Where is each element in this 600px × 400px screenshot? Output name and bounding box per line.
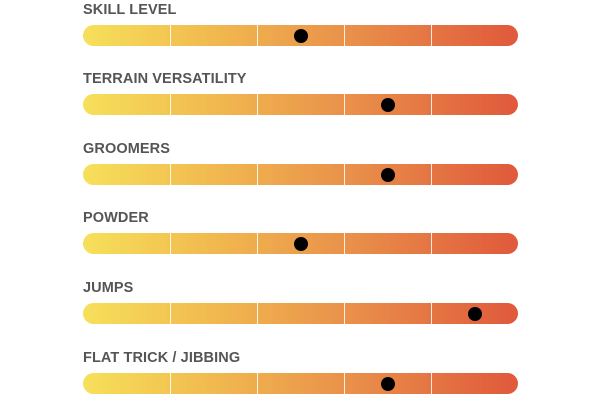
rating-label: POWDER bbox=[83, 210, 149, 226]
rating-track bbox=[83, 164, 518, 185]
rating-row-flat-trick-jibbing: FLAT TRICK / JIBBING bbox=[83, 349, 518, 399]
rating-label: GROOMERS bbox=[83, 141, 170, 157]
rating-divider bbox=[431, 233, 432, 254]
rating-marker bbox=[293, 237, 308, 251]
rating-divider bbox=[170, 164, 171, 185]
rating-divider bbox=[257, 303, 258, 324]
rating-divider bbox=[257, 233, 258, 254]
rating-track bbox=[83, 373, 518, 394]
rating-label: SKILL LEVEL bbox=[83, 2, 177, 18]
rating-label: FLAT TRICK / JIBBING bbox=[83, 350, 241, 366]
rating-divider bbox=[170, 233, 171, 254]
rating-row-terrain-versatility: TERRAIN VERSATILITY bbox=[83, 70, 518, 120]
rating-row-skill-level: SKILL LEVEL bbox=[83, 1, 518, 51]
rating-divider bbox=[257, 164, 258, 185]
rating-divider bbox=[431, 373, 432, 394]
rating-divider bbox=[431, 25, 432, 46]
rating-row-jumps: JUMPS bbox=[83, 279, 518, 329]
rating-marker bbox=[380, 168, 395, 182]
rating-row-groomers: GROOMERS bbox=[83, 140, 518, 190]
rating-divider bbox=[170, 25, 171, 46]
rating-divider bbox=[344, 373, 345, 394]
rating-marker bbox=[467, 307, 482, 321]
rating-track bbox=[83, 303, 518, 324]
rating-track bbox=[83, 94, 518, 115]
rating-divider bbox=[344, 233, 345, 254]
rating-divider bbox=[344, 164, 345, 185]
rating-divider bbox=[170, 303, 171, 324]
rating-divider bbox=[257, 94, 258, 115]
rating-row-powder: POWDER bbox=[83, 209, 518, 259]
rating-marker bbox=[293, 29, 308, 43]
rating-label: JUMPS bbox=[83, 280, 134, 296]
rating-divider bbox=[170, 94, 171, 115]
rating-divider bbox=[344, 94, 345, 115]
rating-label: TERRAIN VERSATILITY bbox=[83, 71, 247, 87]
rating-divider bbox=[257, 373, 258, 394]
rating-divider bbox=[344, 25, 345, 46]
rating-divider bbox=[257, 25, 258, 46]
rating-divider bbox=[431, 164, 432, 185]
rating-marker bbox=[380, 98, 395, 112]
rating-divider bbox=[431, 94, 432, 115]
rating-divider bbox=[344, 303, 345, 324]
rating-marker bbox=[380, 377, 395, 391]
rating-divider bbox=[170, 373, 171, 394]
rating-divider bbox=[431, 303, 432, 324]
